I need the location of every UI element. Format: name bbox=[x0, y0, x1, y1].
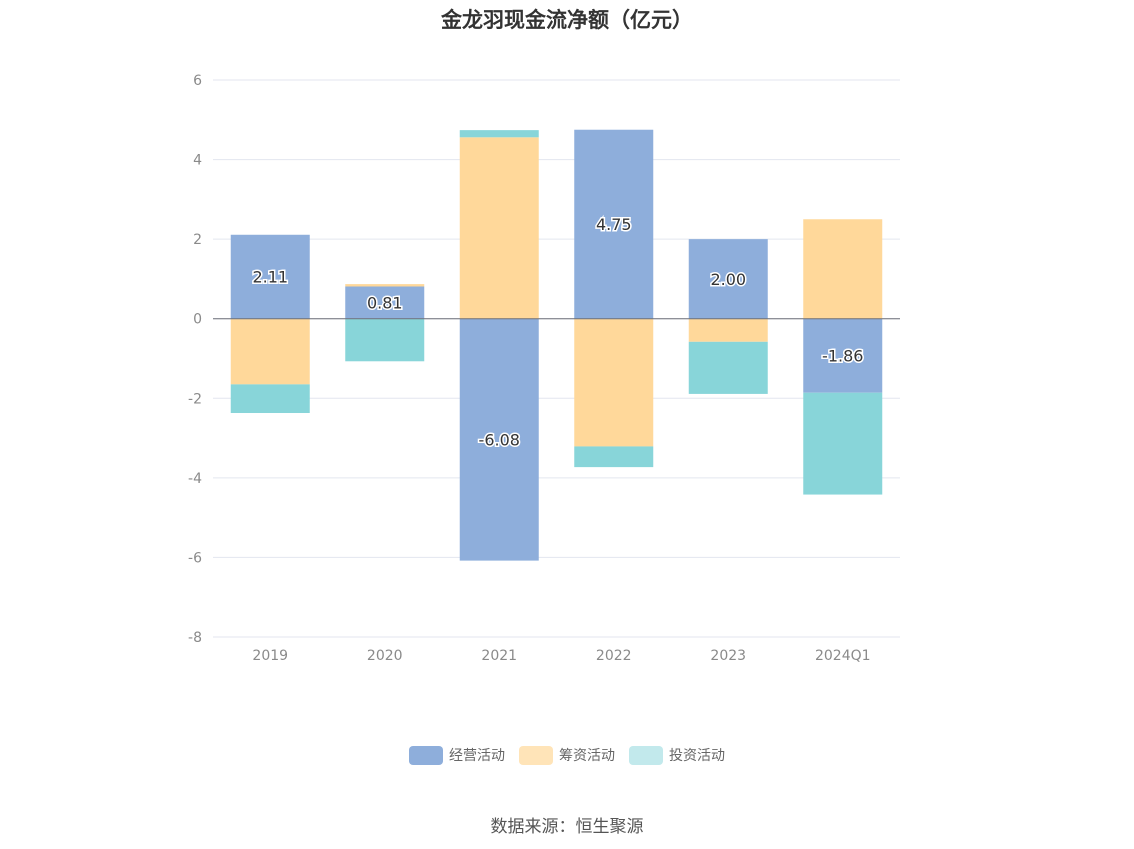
bar-investing[interactable] bbox=[574, 446, 654, 468]
chart-title: 金龙羽现金流净额（亿元） bbox=[441, 8, 693, 32]
y-tick-label: -2 bbox=[188, 391, 202, 407]
x-tick-label: 2022 bbox=[596, 648, 632, 664]
data-label: 0.81 bbox=[367, 294, 403, 313]
y-tick-label: -8 bbox=[188, 630, 202, 646]
legend-label-investing: 投资活动 bbox=[669, 748, 725, 764]
bar-operating[interactable] bbox=[345, 286, 425, 319]
bar-financing[interactable] bbox=[230, 318, 310, 385]
bar-operating[interactable] bbox=[230, 234, 310, 319]
bar-investing[interactable] bbox=[459, 130, 539, 138]
bar-operating[interactable] bbox=[574, 129, 654, 319]
bar-financing[interactable] bbox=[688, 318, 768, 342]
legend-swatch-investing bbox=[629, 745, 663, 765]
grid-lines bbox=[213, 79, 900, 638]
legend-item-investing[interactable]: 投资活动 bbox=[629, 745, 725, 765]
bar-operating[interactable] bbox=[803, 318, 883, 393]
bar-investing[interactable] bbox=[803, 392, 883, 495]
y-tick-label: 2 bbox=[193, 232, 202, 248]
legend-label-financing: 筹资活动 bbox=[559, 748, 615, 764]
bar-financing[interactable] bbox=[345, 284, 425, 287]
bar-investing[interactable] bbox=[230, 384, 310, 414]
legend-item-operating[interactable]: 经营活动 bbox=[409, 745, 505, 765]
x-tick-label: 2019 bbox=[252, 648, 288, 664]
legend-swatch-financing bbox=[519, 745, 553, 765]
legend-swatch-operating bbox=[409, 745, 443, 765]
bar-operating[interactable] bbox=[688, 239, 768, 319]
y-tick-label: -6 bbox=[188, 550, 202, 566]
x-tick-label: 2020 bbox=[367, 648, 403, 664]
bar-financing[interactable] bbox=[574, 318, 654, 447]
x-tick-label: 2021 bbox=[481, 648, 517, 664]
legend: 经营活动 筹资活动 投资活动 bbox=[0, 745, 1134, 765]
data-source: 数据来源：恒生聚源 bbox=[490, 817, 644, 837]
x-axis-tick-labels: 2019 2020 2021 2022 2023 2024Q1 bbox=[252, 648, 870, 664]
x-tick-label: 2024Q1 bbox=[815, 648, 871, 664]
data-label: -6.08 bbox=[479, 431, 520, 450]
data-label: 2.00 bbox=[710, 270, 746, 289]
data-label: 4.75 bbox=[596, 215, 632, 234]
legend-item-financing[interactable]: 筹资活动 bbox=[519, 745, 615, 765]
bars bbox=[230, 129, 883, 561]
bar-investing[interactable] bbox=[345, 318, 425, 362]
legend-label-operating: 经营活动 bbox=[449, 748, 505, 764]
data-label: -1.86 bbox=[822, 347, 863, 366]
bar-financing[interactable] bbox=[459, 137, 539, 319]
bar-financing[interactable] bbox=[803, 219, 883, 319]
y-tick-label: 6 bbox=[193, 73, 202, 89]
y-tick-label: 4 bbox=[193, 153, 202, 169]
data-label: 2.11 bbox=[252, 268, 288, 287]
y-axis-tick-labels: 6 4 2 0 -2 -4 -6 -8 bbox=[188, 73, 202, 646]
x-tick-label: 2023 bbox=[710, 648, 746, 664]
y-tick-label: 0 bbox=[193, 312, 202, 328]
data-labels: 2.11 0.81 -6.08 4.75 2.00 -1.86 bbox=[251, 214, 865, 451]
bar-investing[interactable] bbox=[688, 341, 768, 394]
bar-operating[interactable] bbox=[459, 318, 539, 561]
y-tick-label: -4 bbox=[188, 471, 202, 487]
